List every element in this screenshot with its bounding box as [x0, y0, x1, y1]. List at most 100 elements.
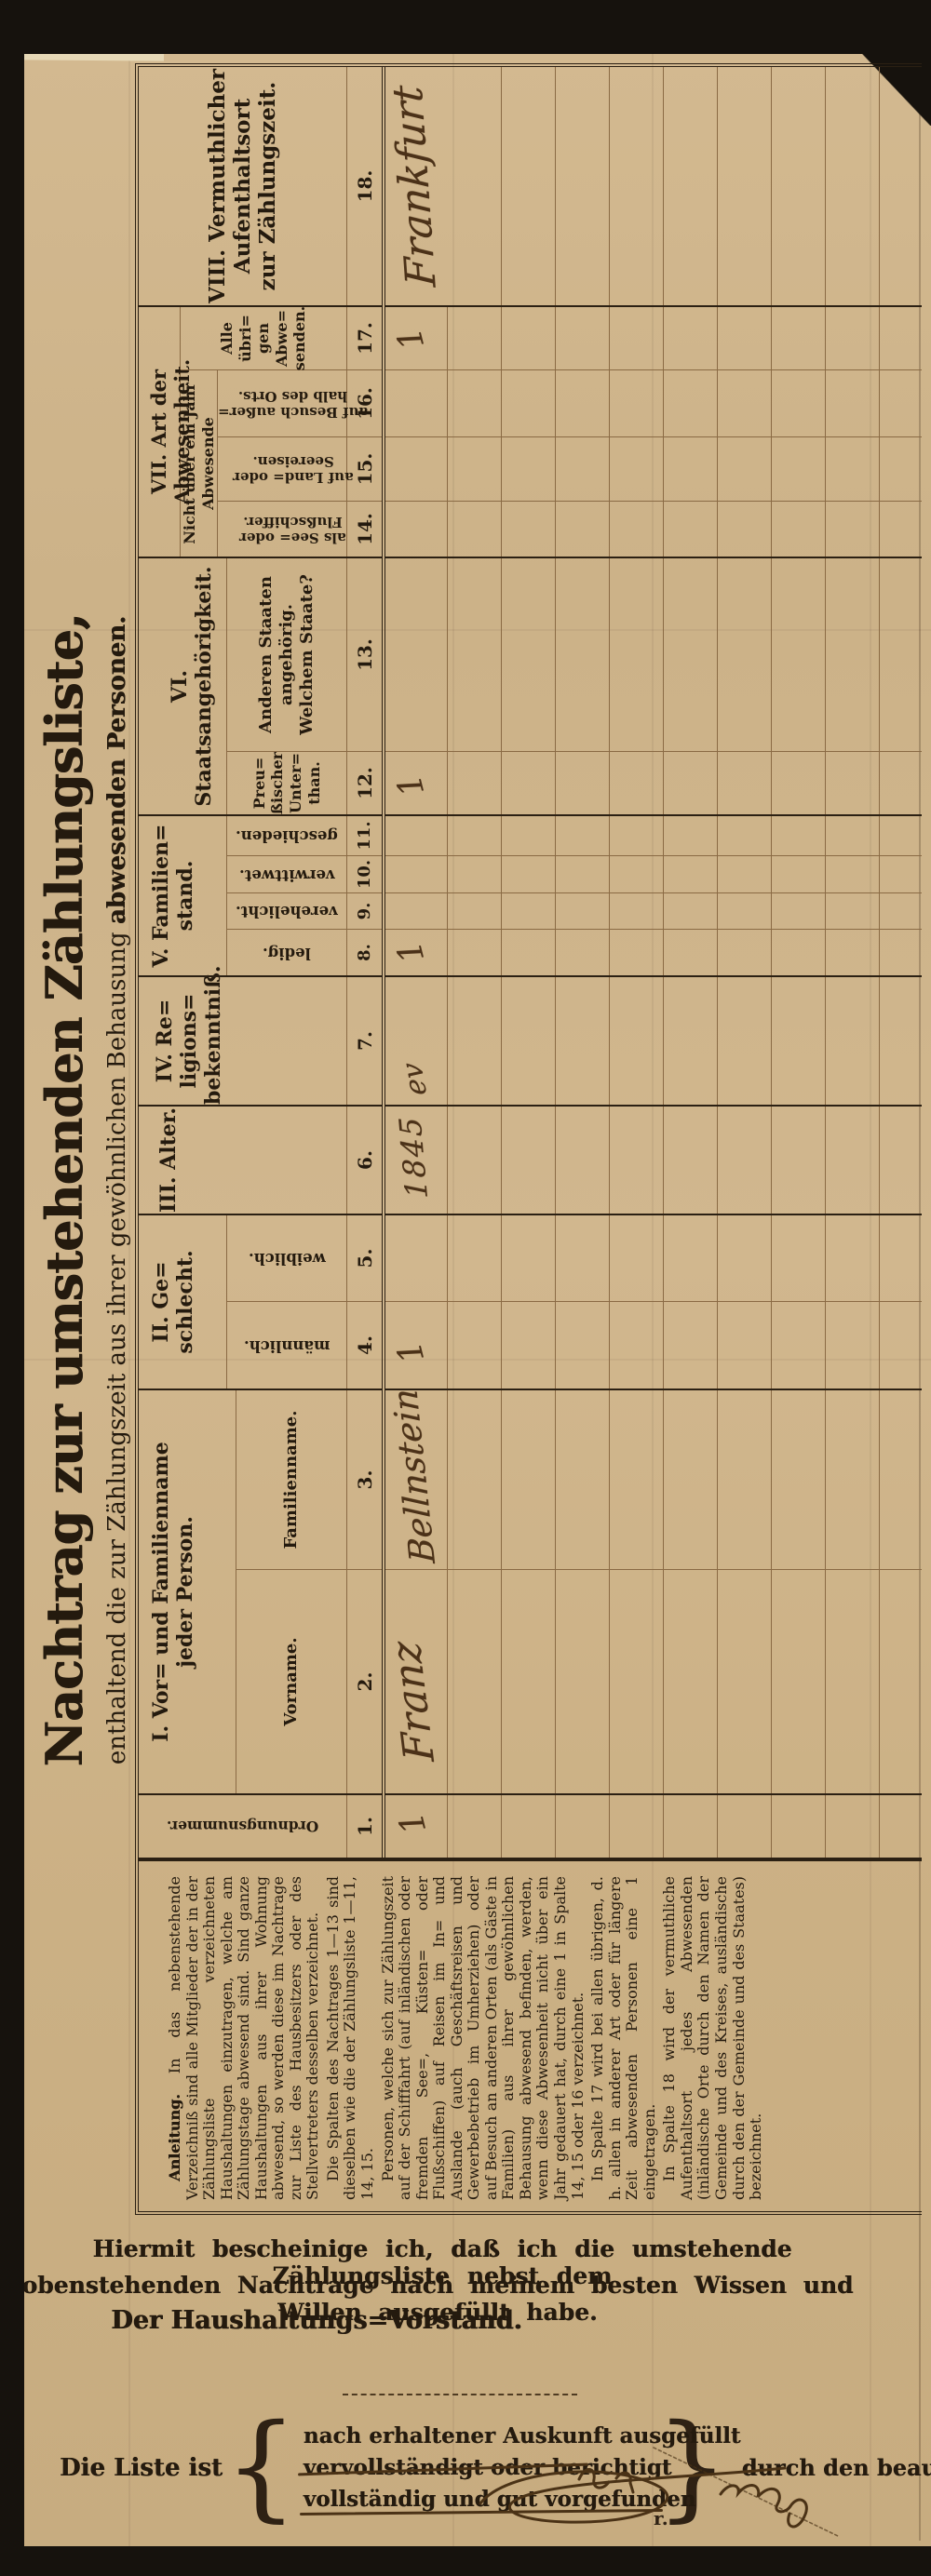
empty-cell: [556, 752, 610, 814]
empty-cell: [448, 1107, 502, 1214]
cell-row1-geschieden: [385, 816, 448, 855]
col-num-17: 17.: [347, 307, 382, 370]
empty-cell: [880, 1215, 922, 1301]
column-vorname: Franz: [382, 1570, 922, 1795]
empty-cell: [610, 1302, 664, 1389]
empty-cell: [826, 893, 880, 929]
empty-cell: [502, 1570, 556, 1793]
empty-cell: [664, 437, 718, 501]
column-verwittwet: [385, 856, 922, 893]
empty-cell: [556, 893, 610, 929]
cell-row1-reisen: [385, 437, 448, 501]
cell-row1-preussischer-unterthan: 1: [385, 752, 448, 814]
cell-row1-aufenthaltsort: Frankfurt: [384, 67, 448, 305]
empty-cell: [556, 370, 610, 436]
empty-cell: [718, 816, 772, 855]
empty-cell: [772, 893, 826, 929]
empty-cell: [718, 1302, 772, 1389]
empty-cell: [826, 1390, 880, 1569]
cell-row1-religion: ev: [385, 977, 448, 1105]
empty-cell: [610, 893, 664, 929]
empty-cell: [880, 1795, 922, 1858]
empty-cell: [556, 67, 610, 305]
empty-cell: [610, 1795, 664, 1858]
col-num-11: 11.: [347, 816, 382, 856]
empty-cell: [556, 1215, 610, 1301]
empty-cell: [718, 930, 772, 975]
empty-cell: [826, 437, 880, 501]
cell-row1-ordnungsnummer: 1: [385, 1795, 448, 1858]
empty-cell: [880, 370, 922, 436]
empty-cell: [664, 856, 718, 892]
header-group-geschlecht: II. Ge= schlecht. männlich. weiblich. 4.…: [139, 1215, 382, 1390]
empty-cell: [664, 67, 718, 305]
empty-cell: [772, 558, 826, 751]
census-table: Anleitung. In das nebenstehende Verzeich…: [135, 63, 922, 2215]
group-title-VIII: VIII. Vermuthlicher Aufenthaltsort zur Z…: [204, 69, 281, 303]
header-group-familienstand: V. Familien= stand. ledig. verehelicht. …: [139, 816, 382, 977]
empty-cell: [772, 1795, 826, 1858]
handwriting-maennlich: 1: [389, 1336, 433, 1367]
empty-cell: [610, 930, 664, 975]
empty-cell: [772, 1215, 826, 1301]
empty-cell: [448, 370, 502, 436]
empty-cell: [880, 752, 922, 814]
empty-cell: [772, 856, 826, 892]
empty-cell: [502, 370, 556, 436]
table-body: 1 Franz Bellnstein 1: [382, 67, 922, 1858]
col-label-preussischer-unterthan: Preu= ßischer Unter= than.: [250, 751, 323, 815]
signature-dashed-line: [343, 2394, 577, 2395]
col-num-12: 12.: [353, 767, 376, 799]
column-schiffer: [385, 502, 922, 558]
empty-cell: [880, 977, 922, 1105]
cell-row1-maennlich: 1: [385, 1302, 448, 1389]
instructions-paragraph: Personen, welche sich zur Zählungszeit a…: [378, 1876, 587, 2200]
empty-cell: [772, 1107, 826, 1214]
column-preussischer-unterthan: 1: [385, 752, 922, 816]
certification-line-2: obenstehenden Nachtrage nach meinem best…: [21, 2272, 854, 2326]
fold-crease: [24, 1359, 931, 1361]
empty-cell: [556, 437, 610, 501]
cell-row1-verwittwet: [385, 856, 448, 892]
column-geschieden: [385, 816, 922, 856]
col-num-7: 7.: [353, 1031, 376, 1051]
empty-cell: [556, 930, 610, 975]
col-label-ledig: ledig.: [263, 944, 311, 962]
handwriting-alter: 1845: [391, 1115, 435, 1200]
empty-cell: [880, 1390, 922, 1569]
empty-cell: [826, 1302, 880, 1389]
col-label-reisen: auf Land= oder Seereisen.: [232, 453, 354, 487]
empty-cell: [826, 502, 880, 557]
col-num-2: 2.: [353, 1671, 376, 1692]
col-num-5: 5.: [347, 1215, 382, 1302]
instructions-paragraph: Anleitung. In das nebenstehende Verzeich…: [166, 1876, 322, 2200]
handwriting-ordnungsnummer: 1: [391, 1807, 435, 1838]
empty-cell: [880, 67, 922, 305]
empty-cell: [556, 558, 610, 751]
empty-cell: [772, 977, 826, 1105]
cell-row1-verehelicht: [385, 893, 448, 929]
closing-brace: }: [654, 2400, 729, 2534]
empty-cell: [502, 893, 556, 929]
empty-cell: [610, 437, 664, 501]
empty-cell: [502, 502, 556, 557]
cell-row1-alle-uebrigen: 1: [385, 307, 448, 369]
paper-edge-line: [919, 60, 921, 2541]
column-religion: ev: [385, 977, 922, 1107]
empty-cell: [826, 307, 880, 369]
empty-cell: [502, 856, 556, 892]
empty-cell: [718, 1390, 772, 1569]
column-besuch: [385, 370, 922, 437]
empty-cell: [664, 307, 718, 369]
empty-cell: [826, 1570, 880, 1793]
instructions-paragraph: In Spalte 17 wird bei allen übrigen, d. …: [588, 1876, 658, 2200]
empty-cell: [718, 977, 772, 1105]
handwriting-alle-uebrigen: 1: [389, 323, 433, 354]
group-title-V: V. Familien= stand.: [139, 816, 227, 975]
instructions-paragraph: Die Spalten des Nachtrages 1—13 sind die…: [323, 1876, 377, 2200]
col-label-alle-uebrigen: Alle übri= gen Abwe= senden.: [218, 305, 309, 371]
certification-line-1: Hiermit bescheinige ich, daß ich die ums…: [92, 2235, 792, 2289]
cell-row1-familienname: Bellnstein: [385, 1389, 448, 1569]
empty-cell: [610, 1215, 664, 1301]
document-subtitle: enthaltend die zur Zählungszeit aus ihre…: [103, 616, 131, 1764]
